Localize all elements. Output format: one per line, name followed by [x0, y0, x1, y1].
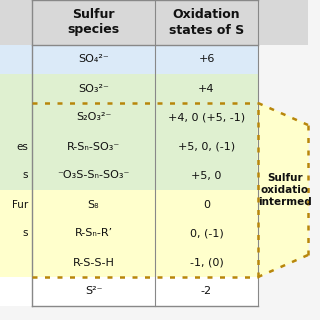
Text: 0: 0	[203, 199, 210, 210]
Bar	[32, 103, 258, 132]
Polygon shape	[258, 103, 308, 277]
Bar	[0, 277, 32, 306]
Bar	[0, 219, 32, 248]
Bar	[0, 248, 32, 277]
Bar	[0, 74, 32, 103]
Text: +5, 0: +5, 0	[191, 171, 222, 180]
Bar	[32, 219, 258, 248]
Text: +4, 0 (+5, -1): +4, 0 (+5, -1)	[168, 113, 245, 123]
Bar	[0, 0, 308, 45]
Text: R-Sₙ-R’: R-Sₙ-R’	[75, 228, 113, 238]
Bar	[32, 161, 258, 190]
Text: R-Sₙ-SO₃⁻: R-Sₙ-SO₃⁻	[67, 141, 120, 151]
Bar	[32, 132, 258, 161]
Bar	[0, 132, 32, 161]
Text: s: s	[22, 228, 28, 238]
Bar	[32, 190, 258, 219]
Text: +4: +4	[198, 84, 215, 93]
Text: Sulfur
oxidatio
intermed: Sulfur oxidatio intermed	[258, 173, 312, 207]
Text: -2: -2	[201, 286, 212, 297]
Text: Fur: Fur	[12, 199, 28, 210]
Text: es: es	[16, 141, 28, 151]
Bar	[32, 248, 258, 277]
Bar	[0, 161, 32, 190]
Text: -1, (0): -1, (0)	[190, 258, 223, 268]
Bar	[32, 45, 258, 74]
Bar	[32, 277, 258, 306]
Text: S²⁻: S²⁻	[85, 286, 102, 297]
Text: +5, 0, (-1): +5, 0, (-1)	[178, 141, 235, 151]
Text: +6: +6	[198, 54, 215, 65]
Text: ⁻O₃S-Sₙ-SO₃⁻: ⁻O₃S-Sₙ-SO₃⁻	[57, 171, 130, 180]
Bar	[0, 103, 32, 132]
Bar	[32, 74, 258, 103]
Text: SO₃²⁻: SO₃²⁻	[78, 84, 109, 93]
Bar	[0, 190, 32, 219]
Text: SO₄²⁻: SO₄²⁻	[78, 54, 109, 65]
Text: S₈: S₈	[88, 199, 99, 210]
Text: Oxidation
states of S: Oxidation states of S	[169, 9, 244, 36]
Text: S₂O₃²⁻: S₂O₃²⁻	[76, 113, 111, 123]
Text: s: s	[22, 171, 28, 180]
Text: 0, (-1): 0, (-1)	[190, 228, 223, 238]
Text: Sulfur
species: Sulfur species	[68, 9, 120, 36]
Text: R-S-S-H: R-S-S-H	[73, 258, 115, 268]
Bar	[0, 45, 32, 74]
